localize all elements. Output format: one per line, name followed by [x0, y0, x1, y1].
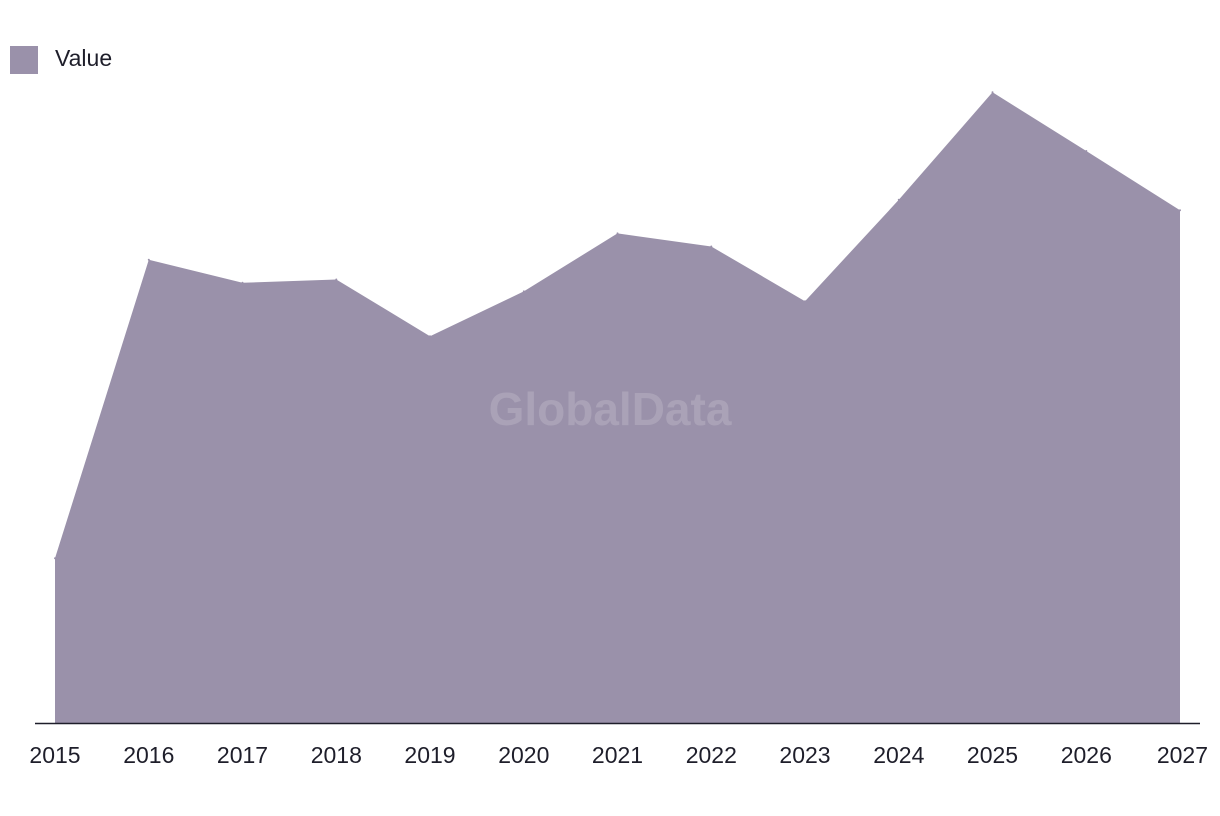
legend-label-value: Value — [55, 45, 112, 71]
x-tick-label-2027: 2027 — [1157, 742, 1208, 768]
x-tick-label-2019: 2019 — [404, 742, 455, 768]
x-tick-label-2025: 2025 — [967, 742, 1018, 768]
x-tick-label-2021: 2021 — [592, 742, 643, 768]
legend-swatch — [10, 46, 38, 74]
x-tick-label-2022: 2022 — [686, 742, 737, 768]
data-point-2018 — [335, 278, 338, 281]
data-point-2019 — [429, 335, 431, 338]
x-tick-label-2017: 2017 — [217, 742, 268, 768]
x-tick-label-2018: 2018 — [311, 742, 362, 768]
data-point-2027 — [1179, 209, 1181, 212]
data-point-2021 — [616, 232, 619, 235]
watermark-text: GlobalData — [489, 383, 732, 435]
data-point-2015 — [54, 557, 56, 560]
x-tick-label-2023: 2023 — [779, 742, 830, 768]
plot-area — [54, 91, 1181, 724]
x-tick-label-2020: 2020 — [498, 742, 549, 768]
data-point-2022 — [710, 245, 713, 248]
data-point-2017 — [241, 281, 244, 284]
data-point-2023 — [804, 300, 806, 303]
series-area-value — [55, 92, 1180, 724]
data-point-2024 — [897, 198, 900, 201]
x-tick-label-2015: 2015 — [29, 742, 80, 768]
x-tick-label-2026: 2026 — [1061, 742, 1112, 768]
x-axis: 2015 2016 2017 2018 2019 2020 2021 2022 2023 2024… — [29, 722, 1208, 768]
data-point-2025 — [991, 91, 994, 94]
data-point-2026 — [1085, 150, 1088, 152]
x-tick-label-2024: 2024 — [873, 742, 924, 768]
data-point-2020 — [522, 290, 525, 293]
x-tick-label-2016: 2016 — [123, 742, 174, 768]
data-point-2016 — [147, 258, 150, 261]
legend: Value — [10, 45, 112, 74]
